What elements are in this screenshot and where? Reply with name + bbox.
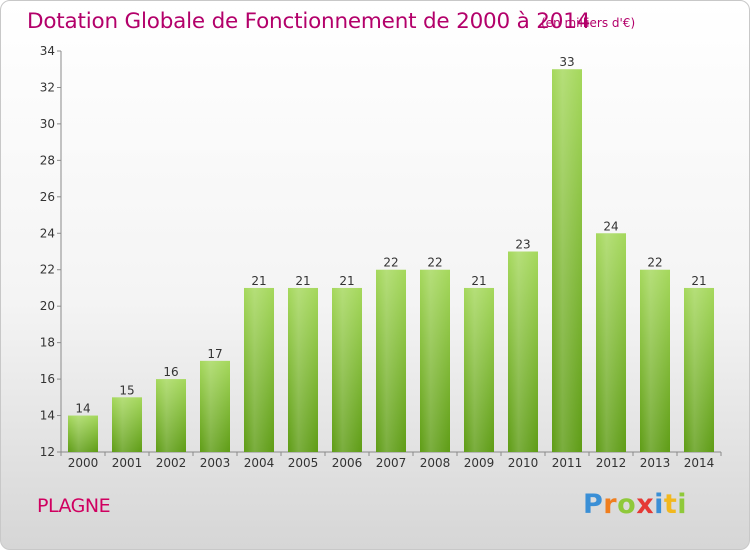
x-tick-label: 2002 [156,456,187,470]
bar-highlight [420,269,450,452]
bar-value-label: 15 [119,383,134,397]
bar-value-label: 33 [559,55,574,69]
bar-highlight [376,269,406,452]
value-labels: 14 15 16 17 21 21 21 22 22 21 23 33 24 22 21 [75,55,706,415]
bar-2006 [332,287,362,452]
y-tick-label: 22 [40,263,55,277]
bar-highlight [68,415,98,452]
bar-highlight [684,287,714,452]
bar-2010 [508,251,538,452]
x-tick-label: 2003 [200,456,231,470]
proxiti-logo: Proxiti [583,489,688,520]
bar-value-label: 21 [339,274,354,288]
bar-2007 [376,269,406,452]
y-tick-label: 20 [40,299,55,313]
x-tick-label: 2007 [376,456,407,470]
bar-value-label: 22 [427,256,442,270]
y-tick-label: 28 [40,153,55,167]
bar-highlight [508,251,538,452]
x-tick-label: 2004 [244,456,275,470]
bar-value-label: 21 [295,274,310,288]
bar-2009 [464,287,494,452]
bar-2012 [596,233,626,452]
bar-highlight [464,287,494,452]
bar-2002 [156,379,186,452]
bar-2004 [244,287,274,452]
bar-highlight [596,233,626,452]
bar-2011 [552,69,582,453]
y-tick-label: 14 [40,409,55,423]
bar-2000 [68,415,98,452]
bar-highlight [640,269,670,452]
bar-value-label: 22 [647,256,662,270]
x-tick-label: 2005 [288,456,319,470]
x-tick-label: 2010 [508,456,539,470]
x-tick-label: 2014 [684,456,715,470]
bar-highlight [156,379,186,452]
bar-2013 [640,269,670,452]
bar-2005 [288,287,318,452]
y-tick-label: 34 [40,44,55,58]
bar-value-label: 24 [603,219,618,233]
bar-value-label: 21 [251,274,266,288]
y-tick-label: 18 [40,336,55,350]
bars [68,69,714,453]
bar-2014 [684,287,714,452]
bar-2001 [112,397,142,452]
y-tick-label: 12 [40,445,55,459]
chart-unit: (en milliers d'€) [541,16,636,30]
y-tick-label: 32 [40,80,55,94]
x-tick-label: 2013 [640,456,671,470]
bar-value-label: 22 [383,256,398,270]
bar-value-label: 17 [207,347,222,361]
x-tick-label: 2008 [420,456,451,470]
y-tick-labels: 12 14 16 18 20 22 24 26 28 30 32 34 [40,44,61,459]
bar-value-label: 21 [691,274,706,288]
y-tick-label: 26 [40,190,55,204]
bar-highlight [288,287,318,452]
bar-value-label: 21 [471,274,486,288]
commune-name: PLAGNE [37,495,111,517]
bar-highlight [200,360,230,452]
x-tick-label: 2001 [112,456,143,470]
bar-value-label: 14 [75,402,90,416]
x-tick-label: 2012 [596,456,627,470]
bar-2003 [200,360,230,452]
x-tick-labels: 2000 2001 2002 2003 2004 2005 2006 2007 2008 2009… [60,452,722,470]
bar-highlight [112,397,142,452]
bar-2008 [420,269,450,452]
bar-value-label: 23 [515,238,530,252]
x-tick-label: 2000 [68,456,99,470]
x-tick-label: 2006 [332,456,363,470]
chart-title: Dotation Globale de Fonctionnement de 20… [27,9,591,34]
bar-highlight [332,287,362,452]
y-tick-label: 24 [40,226,55,240]
y-tick-label: 16 [40,372,55,386]
y-tick-label: 30 [40,117,55,131]
bar-highlight [552,69,582,453]
bar-value-label: 16 [163,365,178,379]
x-tick-label: 2011 [552,456,583,470]
x-tick-label: 2009 [464,456,495,470]
bar-highlight [244,287,274,452]
